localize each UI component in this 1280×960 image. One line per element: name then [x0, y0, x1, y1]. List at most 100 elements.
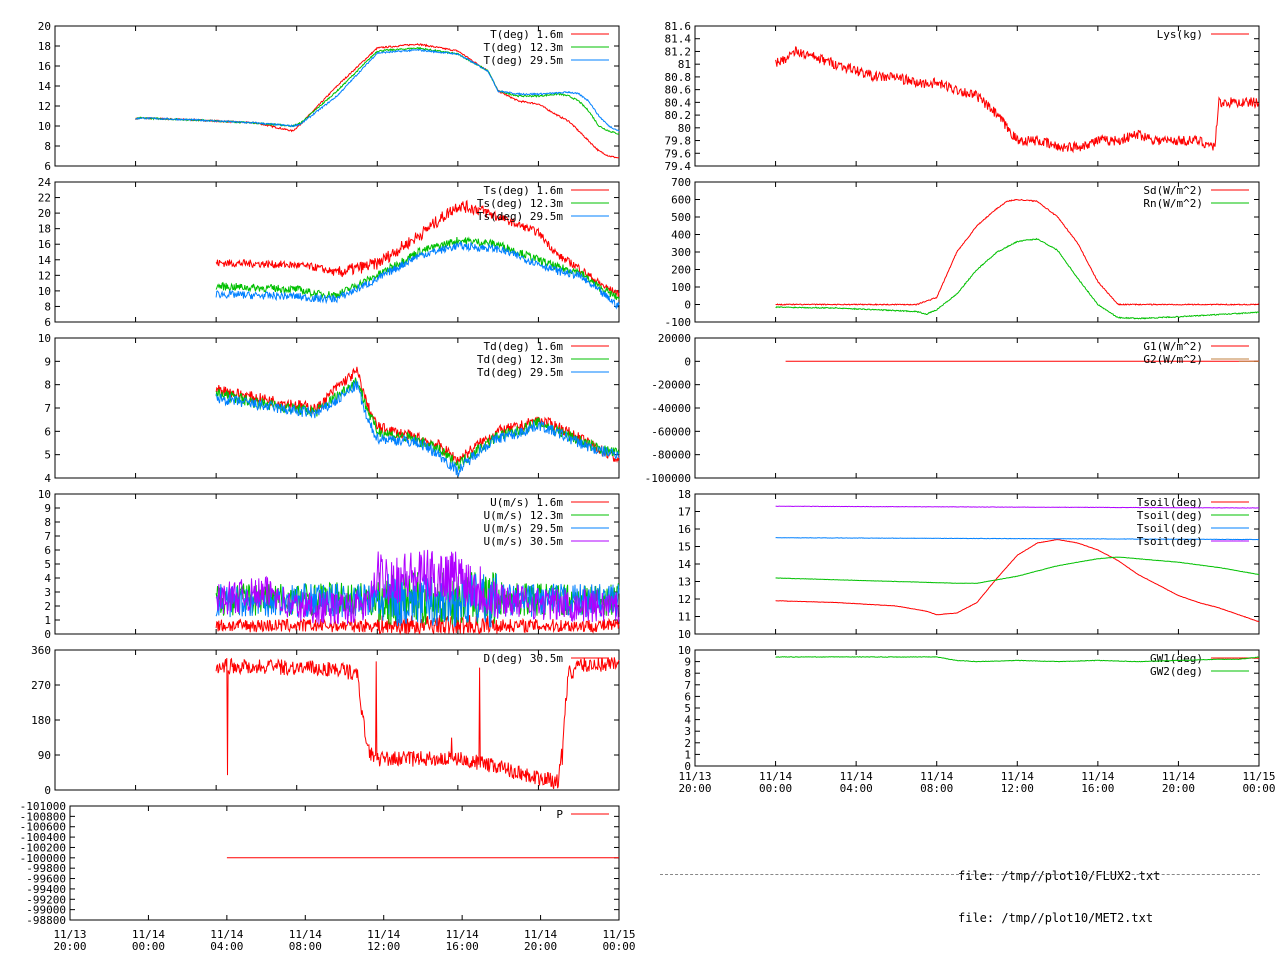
- legend-label: Tsoil(deg): [1137, 535, 1203, 548]
- y-tick-label: -80000: [651, 449, 691, 462]
- y-tick-label: 15: [678, 541, 691, 554]
- x-tick-date: 11/14: [446, 928, 479, 941]
- x-tick-time: 04:00: [840, 782, 873, 795]
- y-tick-label: -99400: [26, 883, 66, 896]
- y-tick-label: 12: [38, 269, 51, 282]
- y-tick-label: 6: [684, 690, 691, 703]
- y-tick-label: -100200: [20, 841, 66, 854]
- y-tick-label: 10: [38, 332, 51, 345]
- y-tick-label: 700: [671, 176, 691, 189]
- y-tick-label: 80.8: [665, 71, 692, 84]
- y-tick-label: -100000: [645, 472, 691, 485]
- y-tick-label: 1: [44, 614, 51, 627]
- y-tick-label: 10: [38, 120, 51, 133]
- y-tick-label: 0: [44, 628, 51, 641]
- y-tick-label: 81: [678, 58, 691, 71]
- dashed-separator: [660, 874, 1260, 875]
- legend-label: Ts(deg) 29.5m: [477, 210, 563, 223]
- series-line-Tsoil-3: [775, 505, 1260, 509]
- y-tick-label: 5: [44, 558, 51, 571]
- legend-label: T(deg) 12.3m: [484, 41, 564, 54]
- y-tick-label: -101000: [20, 800, 66, 813]
- legend-label: Td(deg) 29.5m: [477, 366, 563, 379]
- plot-frame-Lys: [694, 25, 1260, 167]
- y-tick-label: 79.4: [665, 160, 692, 173]
- legend-label: Ts(deg) 1.6m: [484, 184, 564, 197]
- x-tick-date: 11/14: [210, 928, 243, 941]
- y-tick-label: 14: [678, 558, 692, 571]
- y-tick-label: 8: [44, 379, 51, 392]
- series-line-Tsoil-2: [775, 537, 1260, 541]
- legend-label: Sd(W/m^2): [1143, 184, 1203, 197]
- x-tick-time: 00:00: [132, 940, 165, 953]
- x-tick-time: 00:00: [602, 940, 635, 953]
- y-tick-label: 18: [38, 40, 51, 53]
- y-tick-label: -99000: [26, 904, 66, 917]
- series-line-Td-2: [215, 380, 620, 477]
- y-tick-label: 24: [38, 176, 52, 189]
- x-tick-date: 11/15: [1242, 770, 1275, 783]
- y-tick-label: 10: [678, 628, 691, 641]
- y-tick-label: 10: [38, 488, 51, 501]
- y-tick-label: 14: [38, 80, 52, 93]
- y-tick-label: 16: [38, 60, 51, 73]
- y-tick-label: 7: [684, 679, 691, 692]
- y-tick-label: 600: [671, 194, 691, 207]
- y-tick-label: 22: [38, 192, 51, 205]
- x-tick-time: 16:00: [1081, 782, 1114, 795]
- y-tick-label: 6: [44, 316, 51, 329]
- x-tick-time: 16:00: [446, 940, 479, 953]
- series-line-Td-1: [215, 377, 620, 472]
- legend-label: U(m/s) 30.5m: [484, 535, 564, 548]
- legend-label: D(deg) 30.5m: [484, 652, 564, 665]
- y-tick-label: 18: [678, 488, 691, 501]
- legend-label: Rn(W/m^2): [1143, 197, 1203, 210]
- y-tick-label: 5: [44, 449, 51, 462]
- y-tick-label: 80.6: [665, 84, 692, 97]
- x-tick-date: 11/14: [759, 770, 792, 783]
- y-tick-label: -99200: [26, 893, 66, 906]
- x-tick-time: 04:00: [210, 940, 243, 953]
- plot-frame-P: [69, 805, 620, 921]
- y-tick-label: 16: [678, 523, 691, 536]
- x-tick-date: 11/14: [524, 928, 557, 941]
- series-line-Tsoil-1: [775, 556, 1259, 584]
- series-line-GW-1: [775, 656, 1260, 663]
- y-tick-label: 12: [38, 100, 51, 113]
- y-tick-label: 4: [44, 472, 51, 485]
- y-tick-label: 2: [684, 737, 691, 750]
- legend-label: G1(W/m^2): [1143, 340, 1203, 353]
- y-tick-label: 79.8: [665, 135, 692, 148]
- y-tick-label: -99800: [26, 862, 66, 875]
- y-tick-label: -60000: [651, 425, 691, 438]
- legend-label: Lys(kg): [1157, 28, 1203, 41]
- y-tick-label: 5: [684, 702, 691, 715]
- legend-label: Tsoil(deg): [1137, 522, 1203, 535]
- x-tick-time: 00:00: [759, 782, 792, 795]
- series-line-T-1: [135, 46, 620, 135]
- y-tick-label: 9: [44, 502, 51, 515]
- y-tick-label: 9: [684, 656, 691, 669]
- x-tick-time: 08:00: [289, 940, 322, 953]
- x-tick-time: 08:00: [920, 782, 953, 795]
- y-tick-label: 0: [684, 760, 691, 773]
- series-line-Rad-1: [775, 237, 1260, 320]
- x-tick-time: 12:00: [1001, 782, 1034, 795]
- y-tick-label: 8: [44, 140, 51, 153]
- y-tick-label: 3: [44, 586, 51, 599]
- y-tick-label: 300: [671, 246, 691, 259]
- x-tick-time: 20:00: [678, 782, 711, 795]
- y-tick-label: 20000: [658, 332, 691, 345]
- y-tick-label: 360: [31, 644, 51, 657]
- y-tick-label: -100800: [20, 810, 66, 823]
- legend-label: GW1(deg): [1150, 652, 1203, 665]
- y-tick-label: 4: [44, 572, 51, 585]
- plot-frame-Ts: [54, 181, 620, 323]
- plot-frame-D: [54, 649, 620, 791]
- y-tick-label: -40000: [651, 402, 691, 415]
- series-line-Ts-0: [215, 199, 620, 298]
- y-tick-label: 80: [678, 122, 691, 135]
- y-tick-label: 10: [678, 644, 691, 657]
- y-tick-label: 180: [31, 714, 51, 727]
